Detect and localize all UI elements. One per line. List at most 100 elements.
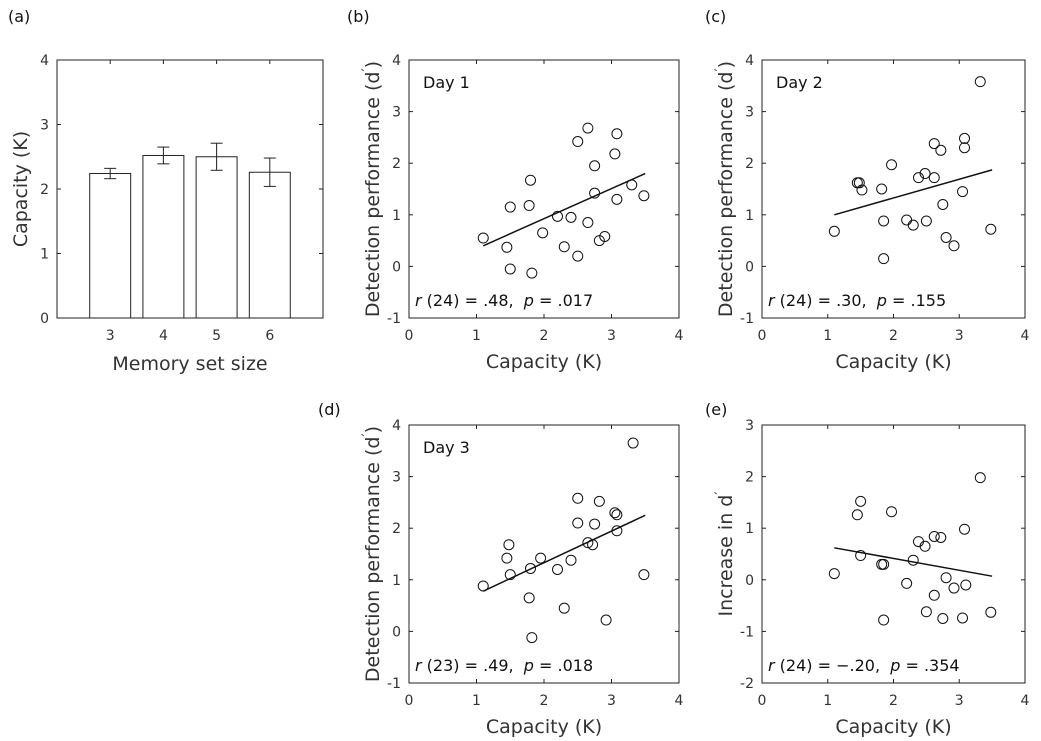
x-tick-label: 0 [405, 693, 414, 709]
y-axis-label-prime: ′ [360, 68, 376, 71]
x-tick-label: 3 [955, 693, 964, 709]
data-point [878, 614, 890, 626]
stats-end: = .018 [534, 656, 593, 675]
data-point [920, 606, 932, 618]
x-tick-label: 4 [675, 693, 684, 709]
x-axis-label: Memory set size [112, 353, 267, 375]
y-axis-label: Detection performance (d′) [713, 61, 737, 317]
y-tick-label: 0 [745, 573, 754, 589]
stats-annotation: r (24) = .48, p = .017 [415, 291, 593, 310]
y-tick-label: -1 [387, 676, 401, 692]
y-tick-label: 0 [392, 624, 401, 640]
x-tick-label: 0 [758, 328, 767, 344]
y-tick-label: 4 [392, 418, 401, 434]
data-point [552, 563, 563, 575]
day-annotation: Day 3 [423, 438, 470, 457]
data-point [525, 562, 536, 574]
data-point [855, 550, 867, 562]
stats-p: p [523, 656, 534, 675]
data-point [876, 183, 888, 195]
data-point [523, 592, 535, 604]
y-axis-label-main: Detection performance (d [362, 72, 384, 318]
data-point [572, 517, 584, 529]
y-tick-label: 3 [40, 118, 49, 134]
x-axis-label: Capacity (K) [835, 351, 951, 373]
stats-p: p [523, 291, 534, 310]
y-tick-label: 1 [40, 247, 49, 263]
data-point [537, 227, 549, 239]
y-tick-label: 4 [392, 53, 401, 69]
data-point [853, 177, 865, 189]
data-point [638, 569, 650, 581]
data-point [878, 215, 890, 227]
y-tick-label: 0 [745, 259, 754, 275]
data-point [940, 232, 952, 244]
y-axis-label-close: ) [362, 426, 384, 433]
y-axis-label: Detection performance (d′) [360, 61, 384, 317]
x-tick-label: 0 [758, 693, 767, 709]
stats-mid: (23) = .49, [422, 656, 524, 675]
y-tick-label: 1 [392, 208, 401, 224]
x-tick-label: 2 [540, 328, 549, 344]
data-point [886, 159, 898, 171]
panel-letter: (e) [705, 400, 727, 419]
data-point [626, 179, 638, 191]
x-tick-label: 2 [889, 693, 898, 709]
x-tick-label: 0 [405, 328, 414, 344]
panel-letter: (c) [705, 7, 726, 26]
y-tick-label: 3 [392, 470, 401, 486]
y-axis-label-main: Detection performance (d [362, 437, 384, 683]
stats-annotation: r (24) = .30, p = .155 [768, 291, 946, 310]
data-point [985, 223, 997, 235]
x-tick-label: 1 [823, 693, 832, 709]
y-axis-label-prime: ′ [360, 433, 376, 436]
data-point [572, 492, 584, 504]
y-axis-label-prime: ′ [713, 68, 729, 71]
data-point [886, 506, 898, 518]
data-point [878, 253, 890, 265]
y-tick-label: 1 [745, 521, 754, 537]
y-tick-label: 0 [392, 259, 401, 275]
regression-line [482, 514, 646, 592]
x-tick-label: 2 [889, 328, 898, 344]
regression-line [834, 547, 993, 577]
data-point [928, 172, 940, 184]
data-point [525, 174, 536, 186]
x-tick-label: 1 [472, 328, 481, 344]
y-tick-label: -2 [740, 676, 754, 692]
data-point [928, 530, 940, 542]
axes-frame [761, 424, 1026, 684]
data-point [957, 612, 969, 624]
data-point [627, 437, 639, 449]
data-point [974, 472, 986, 484]
data-point [935, 531, 947, 543]
data-point [611, 193, 623, 205]
data-point [589, 187, 601, 199]
data-point [565, 554, 577, 566]
y-axis-label-close: ) [715, 61, 737, 68]
data-point [928, 589, 940, 601]
y-tick-label: 2 [40, 182, 49, 198]
y-tick-label: 0 [40, 311, 49, 327]
data-point [828, 225, 840, 237]
y-tick-label: 3 [745, 105, 754, 121]
y-tick-label: 4 [40, 53, 49, 69]
data-point [611, 509, 623, 521]
panel-letter: (b) [347, 7, 370, 26]
data-point [855, 495, 867, 507]
data-point [477, 232, 489, 244]
data-point [504, 569, 516, 581]
data-point [974, 76, 986, 88]
data-point [638, 190, 650, 202]
x-tick-label: 4 [159, 328, 168, 344]
panel-letter: (a) [8, 7, 30, 26]
data-point [901, 577, 913, 589]
x-tick-label: 2 [540, 693, 549, 709]
data-point [919, 540, 931, 552]
data-point [611, 128, 623, 140]
y-tick-label: -1 [740, 624, 754, 640]
data-point [920, 215, 932, 227]
data-point [985, 606, 997, 618]
